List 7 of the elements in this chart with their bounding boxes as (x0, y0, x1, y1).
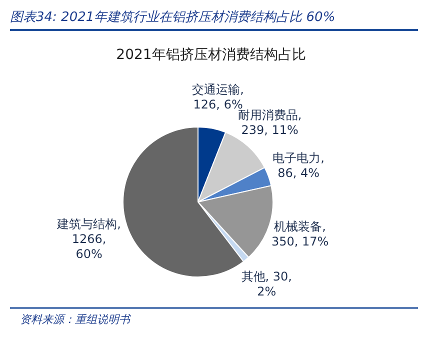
slice-label: 建筑与结构, 1266, 60% (56, 216, 121, 261)
slice-label: 机械装备, 350, 17% (271, 220, 329, 249)
slice-label: 电子电力, 86, 4% (272, 150, 324, 180)
slice-label: 其他, 30, 2% (241, 270, 292, 299)
chart-subtitle: 2021年铝挤压材消费结构占比 (116, 47, 306, 63)
chart-title: 图表34: 2021年建筑行业在铝挤压材消费结构占比 60% (10, 10, 336, 25)
text: 资料来源：重组说明书 (20, 313, 132, 326)
